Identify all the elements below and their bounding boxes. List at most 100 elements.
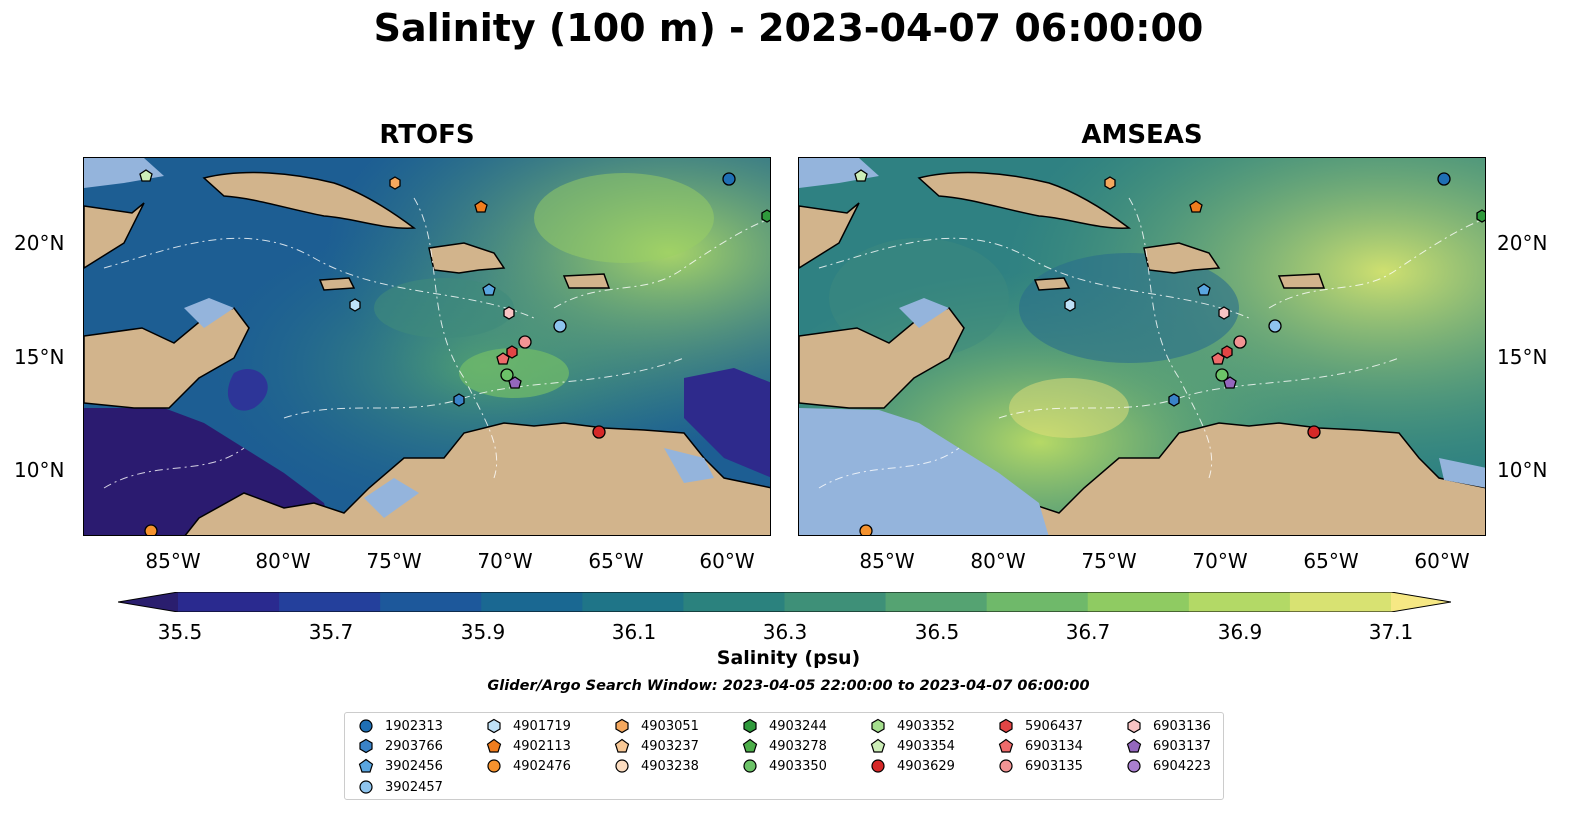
colorbar-segment	[784, 592, 887, 612]
lat-label-10n-right: 10°N	[1497, 458, 1548, 482]
hexagon-marker-icon	[871, 718, 885, 734]
legend-label: 4903278	[769, 738, 827, 754]
colorbar-segment	[582, 592, 684, 612]
lon-label-75w-right: 75°W	[1081, 549, 1137, 573]
lon-label-60w-right: 60°W	[1414, 549, 1470, 573]
legend-label: 3902456	[385, 758, 443, 774]
legend-label: 3902457	[385, 779, 443, 795]
lon-label-65w-left: 65°W	[588, 549, 644, 573]
colorbar-segment	[380, 592, 482, 612]
float-legend: 1902313 2903766 3902456 3902457 4901719 …	[344, 712, 1224, 800]
colorbar-extend-high	[1391, 592, 1451, 612]
legend-label: 4901719	[513, 718, 571, 734]
legend-entry: 4903278	[741, 736, 827, 756]
legend-entry: 4903237	[613, 736, 699, 756]
legend-label: 6904223	[1153, 758, 1211, 774]
legend-label: 4903238	[641, 758, 699, 774]
circle-marker-icon	[615, 759, 629, 773]
colorbar-tick: 35.7	[308, 620, 354, 644]
legend-entry: 4903354	[869, 736, 955, 756]
pentagon-marker-icon	[614, 738, 630, 753]
legend-label: 6903135	[1025, 758, 1083, 774]
lon-label-70w-right: 70°W	[1192, 549, 1248, 573]
hexagon-marker-icon	[743, 718, 757, 734]
colorbar-tick: 36.9	[1217, 620, 1263, 644]
legend-entry: 6903137	[1125, 736, 1211, 756]
legend-entry: 3902457	[357, 777, 443, 797]
legend-label: 4903051	[641, 718, 699, 734]
legend-entry: 4902476	[485, 756, 571, 776]
lat-label-15n-right: 15°N	[1497, 345, 1548, 369]
pentagon-marker-icon	[1126, 738, 1142, 753]
main-title: Salinity (100 m) - 2023-04-07 06:00:00	[373, 6, 1204, 50]
legend-label: 5906437	[1025, 718, 1083, 734]
lon-label-65w-right: 65°W	[1303, 549, 1359, 573]
colorbar-tick: 35.5	[157, 620, 203, 644]
legend-label: 4902113	[513, 738, 571, 754]
colorbar-tick: 36.1	[611, 620, 657, 644]
colorbar-segment	[683, 592, 785, 612]
colorbar-tick: 36.5	[914, 620, 960, 644]
legend-entry: 4903051	[613, 716, 699, 736]
colorbar-segment	[481, 592, 583, 612]
legend-label: 6903136	[1153, 718, 1211, 734]
legend-label: 4903350	[769, 758, 827, 774]
colorbar-segment	[178, 592, 280, 612]
pentagon-marker-icon	[998, 738, 1014, 753]
circle-marker-icon	[999, 759, 1013, 773]
lon-label-70w-left: 70°W	[477, 549, 533, 573]
legend-label: 4903629	[897, 758, 955, 774]
colorbar-tick: 36.3	[762, 620, 808, 644]
legend-label: 4903244	[769, 718, 827, 734]
legend-label: 2903766	[385, 738, 443, 754]
legend-entry: 4901719	[485, 716, 571, 736]
legend-label: 4903237	[641, 738, 699, 754]
hexagon-marker-icon	[487, 718, 501, 734]
colorbar-extend-low	[118, 592, 178, 612]
legend-entry: 4903350	[741, 756, 827, 776]
legend-label: 1902313	[385, 718, 443, 734]
colorbar-segment	[986, 592, 1089, 612]
colorbar-tick: 36.7	[1065, 620, 1111, 644]
legend-entry: 4902113	[485, 736, 571, 756]
panel-title-rtofs: RTOFS	[379, 120, 475, 150]
circle-marker-icon	[743, 759, 757, 773]
legend-entry: 2903766	[357, 736, 443, 756]
legend-label: 4903354	[897, 738, 955, 754]
hexagon-marker-icon	[615, 718, 629, 734]
salinity-colorbar	[118, 592, 1451, 612]
hexagon-marker-icon	[359, 738, 373, 754]
legend-label: 6903134	[1025, 738, 1083, 754]
map-amseas	[798, 157, 1486, 536]
circle-marker-icon	[359, 780, 373, 794]
hexagon-marker-icon	[1127, 718, 1141, 734]
circle-marker-icon	[359, 719, 373, 733]
colorbar-segment	[279, 592, 381, 612]
legend-entry: 4903244	[741, 716, 827, 736]
legend-entry: 4903352	[869, 716, 955, 736]
lon-label-85w-right: 85°W	[859, 549, 915, 573]
colorbar-segment	[885, 592, 988, 612]
legend-label: 4902476	[513, 758, 571, 774]
legend-entry: 3902456	[357, 756, 443, 776]
pentagon-marker-icon	[486, 738, 502, 753]
legend-entry: 4903238	[613, 756, 699, 776]
colorbar-segment	[1188, 592, 1291, 612]
circle-marker-icon	[487, 759, 501, 773]
legend-entry: 6903136	[1125, 716, 1211, 736]
legend-entry: 6903135	[997, 756, 1083, 776]
panel-title-amseas: AMSEAS	[1081, 120, 1203, 150]
rtofs-salinity-field	[84, 158, 770, 535]
amseas-salinity-field	[799, 158, 1485, 535]
lat-label-20n-left: 20°N	[14, 231, 65, 255]
lon-label-85w-left: 85°W	[145, 549, 201, 573]
colorbar-segment	[1087, 592, 1190, 612]
lon-label-75w-left: 75°W	[366, 549, 422, 573]
legend-entry: 6904223	[1125, 756, 1211, 776]
pentagon-marker-icon	[742, 738, 758, 753]
lon-label-80w-left: 80°W	[255, 549, 311, 573]
pentagon-marker-icon	[358, 758, 374, 773]
legend-entry: 1902313	[357, 716, 443, 736]
circle-marker-icon	[1127, 759, 1141, 773]
search-window-caption: Glider/Argo Search Window: 2023-04-05 22…	[487, 678, 1090, 694]
